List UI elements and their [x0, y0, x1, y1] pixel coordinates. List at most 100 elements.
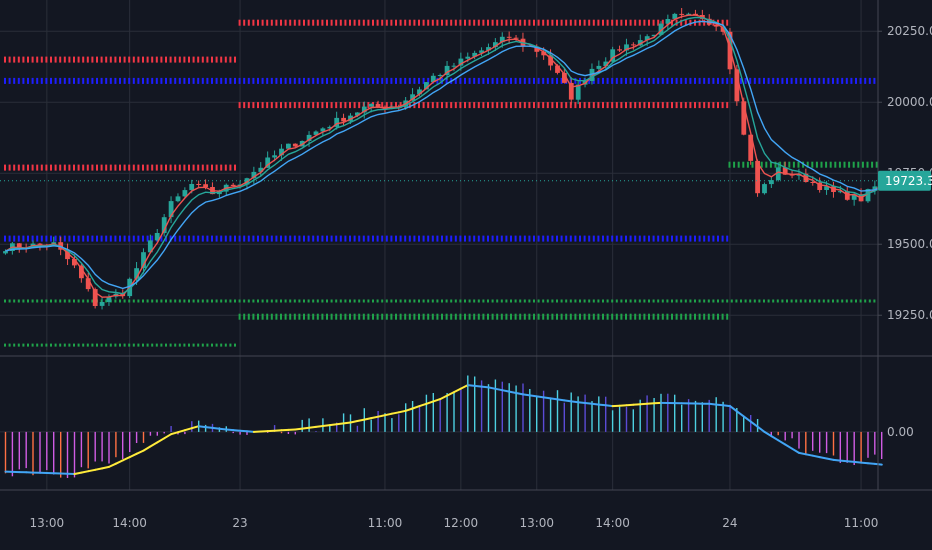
histogram-bar	[480, 380, 483, 432]
level-dot	[155, 343, 158, 347]
histogram-bar	[391, 418, 393, 432]
level-dot	[776, 299, 779, 303]
level-green	[4, 299, 876, 303]
oscillator-segment	[494, 387, 504, 392]
level-dot	[284, 299, 287, 303]
level-dot	[293, 313, 296, 320]
level-dot	[726, 235, 729, 242]
candle-body	[465, 56, 471, 59]
level-dot	[82, 164, 85, 171]
level-dot	[868, 77, 871, 84]
level-dot	[707, 313, 710, 320]
level-dot	[436, 313, 439, 320]
level-dot	[841, 77, 844, 84]
level-dot	[528, 299, 531, 303]
candle	[568, 77, 574, 105]
candle-body	[589, 68, 595, 81]
candlestick-series[interactable]	[3, 8, 885, 310]
level-dot	[137, 56, 140, 63]
level-dot	[588, 235, 591, 242]
level-dot	[408, 19, 411, 26]
level-dot	[546, 313, 549, 320]
level-dot	[316, 313, 319, 320]
candle	[665, 14, 671, 30]
level-dot	[707, 77, 710, 84]
level-red	[4, 164, 236, 171]
level-dot	[473, 77, 476, 84]
candle-body	[499, 36, 505, 43]
level-dot	[77, 299, 80, 303]
level-dot	[188, 77, 190, 84]
level-dot	[514, 77, 517, 84]
level-dot	[353, 299, 356, 303]
level-dot	[698, 19, 701, 26]
level-dot	[477, 77, 480, 84]
level-dot	[431, 235, 434, 242]
oscillator-segment	[639, 402, 649, 406]
level-dot	[689, 299, 692, 303]
level-dot	[445, 77, 448, 84]
histogram-bar	[115, 431, 117, 458]
candle	[451, 62, 457, 72]
level-dot	[257, 77, 259, 84]
level-dot	[680, 102, 683, 109]
oscillator-segment	[591, 402, 600, 406]
level-dot	[31, 235, 34, 242]
level-dot	[523, 235, 526, 242]
candle-body	[341, 117, 346, 122]
level-dot	[477, 299, 480, 303]
level-dot	[825, 161, 828, 168]
level-dot	[418, 102, 420, 109]
oscillator-segment	[73, 471, 83, 475]
candle-body	[437, 75, 443, 76]
level-dot	[247, 77, 250, 84]
level-dot	[592, 235, 595, 242]
level-dot	[132, 343, 135, 347]
level-dot	[689, 77, 692, 84]
level-dot	[597, 102, 600, 109]
candle-body	[106, 296, 112, 302]
level-dot	[857, 161, 860, 168]
level-dot	[726, 102, 729, 109]
oscillator-segment	[735, 410, 745, 418]
level-dot	[454, 102, 457, 109]
level-dot	[744, 77, 747, 84]
level-dot	[537, 77, 540, 84]
level-dot	[91, 77, 94, 84]
oscillator-segment	[818, 456, 828, 460]
level-dot	[188, 164, 190, 171]
oscillator-segment	[80, 470, 90, 474]
histogram-bar	[853, 431, 855, 465]
level-dot	[261, 299, 264, 303]
candle	[562, 67, 567, 84]
level-dot	[220, 77, 223, 84]
oscillator-segment	[142, 445, 152, 452]
level-dot	[404, 77, 407, 84]
level-dot	[413, 19, 416, 26]
level-dot	[450, 19, 453, 26]
level-dot	[765, 161, 768, 168]
level-dot	[151, 343, 154, 347]
level-dot	[390, 19, 393, 26]
level-dot	[487, 235, 489, 242]
level-dot	[510, 77, 512, 84]
histogram-bar	[135, 431, 138, 443]
level-dot	[284, 19, 287, 26]
level-dot	[109, 343, 112, 347]
candle-body	[355, 112, 360, 116]
level-dot	[675, 19, 678, 26]
level-dot	[845, 77, 848, 84]
candle-body	[817, 182, 823, 190]
level-dot	[620, 313, 623, 320]
candle	[762, 182, 767, 195]
level-dot	[657, 77, 660, 84]
oscillator-segment	[853, 460, 863, 464]
level-dot	[183, 235, 186, 242]
level-dot	[142, 235, 144, 242]
level-dot	[445, 299, 448, 303]
level-dot	[491, 19, 494, 26]
oscillator-segment	[825, 457, 835, 461]
level-dot	[234, 299, 236, 303]
oscillator-segment	[487, 386, 497, 390]
